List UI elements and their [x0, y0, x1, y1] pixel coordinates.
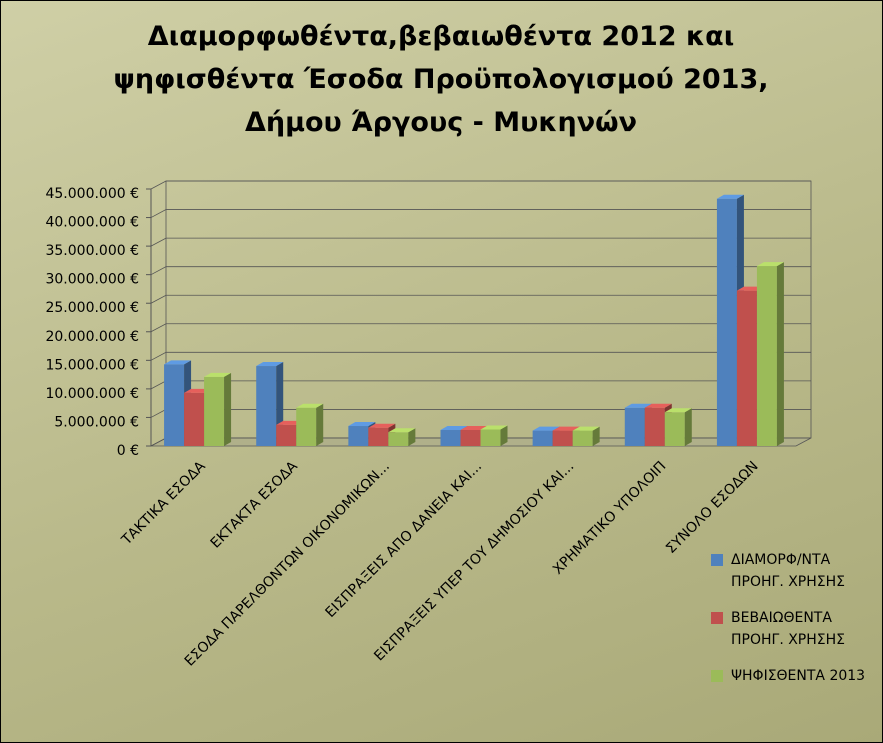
bar	[204, 372, 232, 446]
bar-side	[684, 408, 692, 446]
legend-swatch	[711, 554, 723, 566]
bar	[664, 408, 692, 446]
legend-item: ΔΙΑΜΟΡΦ/ΝΤΑ ΠΡΟΗΓ. ΧΡΗΣΗΣ	[711, 549, 871, 593]
bar-front	[440, 430, 461, 446]
y-tick-label: 5.000.000 €	[54, 414, 139, 430]
bar-front	[736, 290, 757, 446]
legend-swatch	[711, 670, 723, 682]
bar-front	[552, 430, 573, 446]
bar-top	[348, 422, 376, 427]
bar-side	[592, 426, 600, 446]
legend-label: ΨΗΦΙΣΘΕΝΤΑ 2013	[731, 668, 866, 684]
legend-item: ΒΕΒΑΙΩΘΕΝΤΑ ΠΡΟΗΓ. ΧΡΗΣΗΣ	[711, 607, 871, 651]
bar-top	[756, 262, 784, 267]
bar-front	[164, 364, 185, 446]
x-tick-label: ΕΣΟΔΑ ΠΑΡΕΛΘΟΝΤΩΝ ΟΙΚΟΝΟΜΙΚΩΝ...	[182, 458, 393, 669]
bar-top	[624, 403, 652, 408]
bar-front	[644, 407, 665, 446]
bar-front	[204, 376, 225, 446]
bar-front	[276, 424, 297, 446]
bar-front	[388, 432, 409, 446]
bar-front	[756, 266, 777, 446]
y-tick-label: 10.000.000 €	[45, 386, 139, 402]
bar-top	[440, 426, 468, 431]
x-tick-label: ΤΑΚΤΙΚΑ ΕΣΟΔΑ	[118, 458, 209, 549]
legend-label: ΔΙΑΜΟΡΦ/ΝΤΑ ΠΡΟΗΓ. ΧΡΗΣΗΣ	[731, 552, 845, 590]
bar-front	[716, 198, 737, 446]
bar-side	[408, 428, 416, 446]
y-tick-label: 15.000.000 €	[45, 357, 139, 373]
bar-top	[204, 372, 232, 377]
bar-side	[776, 262, 784, 446]
bar-top	[368, 423, 396, 428]
bar	[756, 262, 784, 446]
bar-top	[532, 426, 560, 431]
grid-line	[150, 409, 811, 418]
bar	[480, 425, 508, 446]
legend-item: ΨΗΦΙΣΘΕΝΤΑ 2013	[711, 665, 871, 687]
bar-top	[460, 426, 488, 431]
bar-front	[480, 429, 501, 446]
y-tick-label: 0 €	[117, 443, 139, 459]
bar-front	[572, 430, 593, 446]
bar	[572, 426, 600, 446]
bar-front	[368, 427, 389, 446]
y-tick-label: 45.000.000 €	[45, 186, 139, 202]
bar-front	[664, 412, 685, 446]
bar-front	[460, 430, 481, 446]
y-tick-label: 25.000.000 €	[45, 300, 139, 316]
x-tick-label: ΕΙΣΠΡΑΞΕΙΣ ΥΠΕΡ ΤΟΥ ΔΗΜΟΣΙΟΥ ΚΑΙ...	[371, 458, 577, 664]
chart-title: Διαμορφωθέντα,βεβαιωθέντα 2012 και ψηφισ…	[113, 21, 769, 138]
x-tick-label: ΕΚΤΑΚΤΑ ΕΣΟΔΑ	[208, 458, 301, 551]
bar-front	[256, 366, 277, 446]
bar-front	[184, 392, 205, 446]
bar-front	[348, 426, 369, 446]
bar-side	[316, 403, 324, 446]
bar-side	[224, 372, 232, 446]
bar-top	[480, 425, 508, 430]
bar	[296, 403, 324, 446]
bar-front	[532, 430, 553, 446]
grid-line	[150, 323, 811, 333]
x-tick-label: ΣΥΝΟΛΟ ΕΣΟΔΩΝ	[663, 458, 762, 557]
legend-label: ΒΕΒΑΙΩΘΕΝΤΑ ΠΡΟΗΓ. ΧΡΗΣΗΣ	[731, 610, 845, 648]
bar-top	[664, 408, 692, 413]
grid-line	[150, 180, 811, 190]
bar-top	[716, 194, 744, 199]
bar-top	[164, 360, 192, 365]
bar-front	[624, 407, 645, 446]
bar	[388, 428, 416, 446]
grid-line	[150, 266, 811, 276]
bar-top	[552, 426, 580, 431]
bar-top	[296, 403, 324, 408]
grid-line	[150, 351, 811, 361]
y-tick-label: 35.000.000 €	[45, 243, 139, 259]
grid-line	[150, 209, 811, 218]
y-tick-label: 40.000.000 €	[45, 215, 139, 231]
bar-top	[644, 403, 672, 408]
bar-top	[388, 428, 416, 433]
grid-line	[150, 294, 811, 304]
bar-side	[500, 425, 508, 446]
x-tick-label: ΕΙΣΠΡΑΞΕΙΣ ΑΠΟ ΔΑΝΕΙΑ ΚΑΙ...	[323, 458, 486, 621]
bar-top	[256, 362, 284, 367]
y-tick-label: 20.000.000 €	[45, 329, 139, 345]
bar-top	[572, 426, 600, 431]
legend-swatch	[711, 612, 723, 624]
bar-front	[296, 407, 317, 446]
grid-line	[150, 380, 811, 390]
grid-line	[150, 237, 811, 247]
legend: ΔΙΑΜΟΡΦ/ΝΤΑ ΠΡΟΗΓ. ΧΡΗΣΗΣ ΒΕΒΑΙΩΘΕΝΤΑ ΠΡΟ…	[711, 549, 871, 701]
y-tick-label: 30.000.000 €	[45, 272, 139, 288]
